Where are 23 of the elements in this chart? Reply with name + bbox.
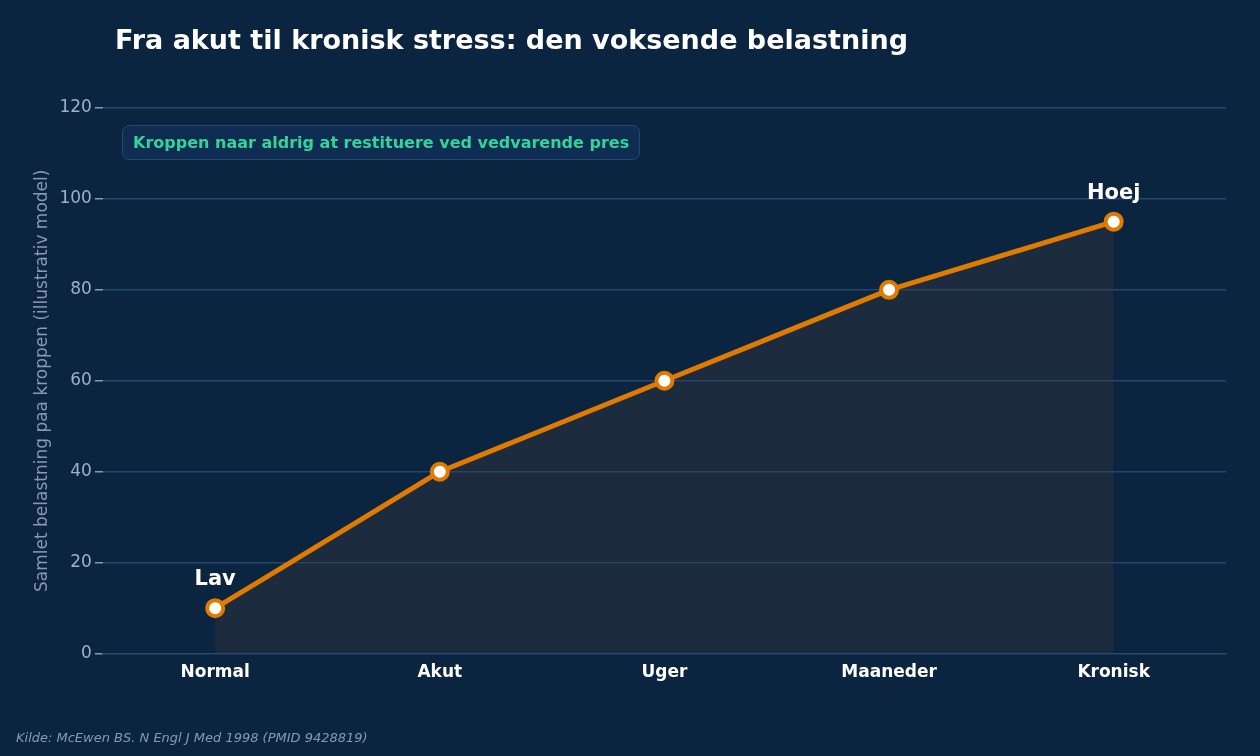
x-tick-label: Maaneder: [841, 661, 938, 682]
y-tick-label: 80: [70, 278, 92, 299]
point: [654, 370, 675, 391]
y-tick-label: 20: [70, 551, 92, 572]
point: [879, 279, 900, 300]
annotation: Kroppen naar aldrig at restituere ved vedvarende pres: [122, 125, 641, 160]
y-tick-label: 0: [81, 642, 92, 663]
y-tick-label: 120: [59, 96, 92, 117]
annotation: Hoej: [1086, 179, 1141, 204]
x-tick-label: Akut: [417, 661, 463, 682]
point: [429, 461, 450, 482]
chart-title: Fra akut til kronisk stress: den voksende belastning: [115, 24, 908, 55]
point: [205, 598, 226, 619]
annotation: Lav: [194, 566, 237, 591]
y-tick-label: 40: [70, 460, 92, 481]
y-axis-title: Samlet belastning paa kroppen (illustrativ model): [30, 169, 51, 593]
x-tick-label: Uger: [641, 661, 688, 682]
x-tick-label: Kronisk: [1077, 661, 1151, 682]
y-tick-label: 60: [70, 369, 92, 390]
point: [1103, 211, 1124, 232]
text: Kilde: McEwen BS. N Engl J Med 1998 (PMID 9428819): [16, 730, 368, 745]
x-tick-label: Normal: [180, 661, 250, 682]
y-tick-label: 100: [59, 187, 92, 208]
